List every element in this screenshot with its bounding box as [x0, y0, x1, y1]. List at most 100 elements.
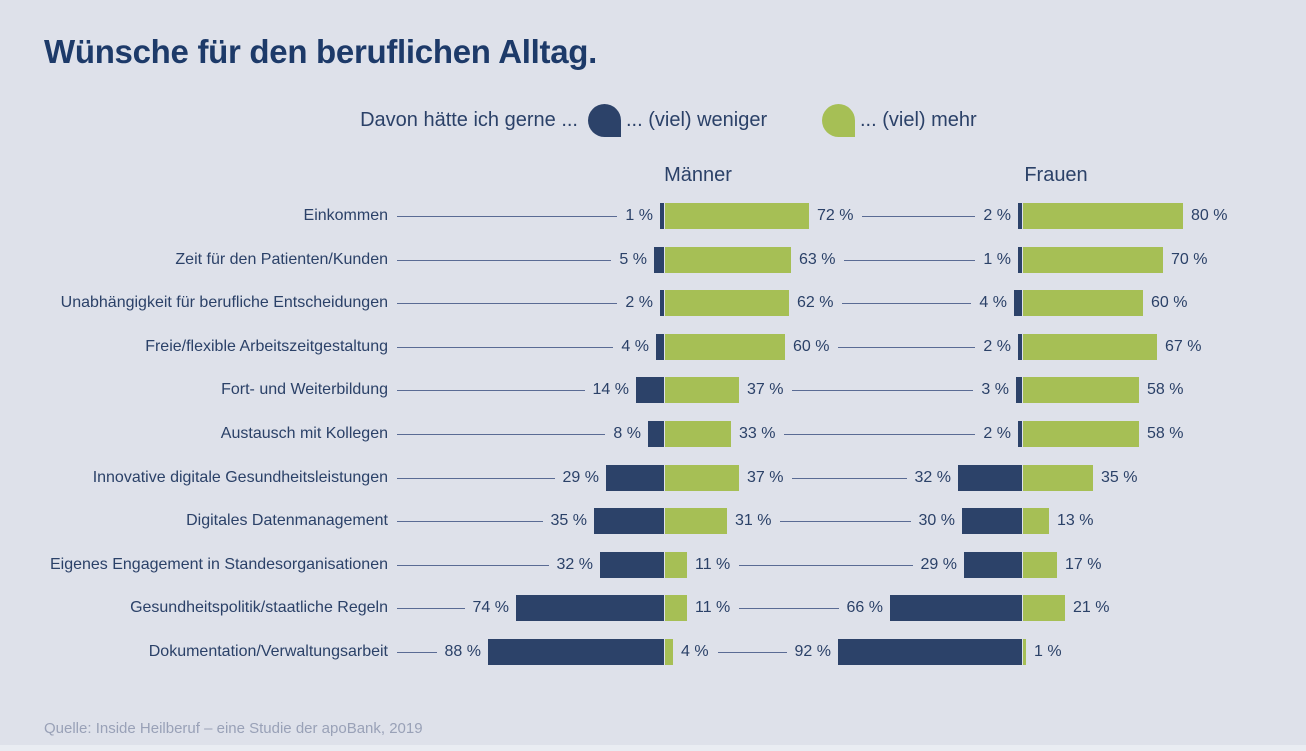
bar-more: [665, 421, 731, 447]
legend-less-drop-icon: [588, 104, 621, 137]
bar-less: [594, 508, 664, 534]
row-category-label: Freie/flexible Arbeitszeitgestaltung: [145, 338, 388, 355]
bar-less: [660, 203, 664, 229]
connector-line: [397, 347, 613, 348]
connector-line: [842, 303, 971, 304]
value-more-label: 72 %: [817, 207, 854, 224]
row-category-label: Unabhängigkeit für berufliche Entscheidu…: [60, 294, 388, 311]
value-more-label: 17 %: [1065, 556, 1102, 573]
value-less-label: 92 %: [794, 643, 831, 660]
bar-less: [890, 595, 1022, 621]
value-less-label: 1 %: [625, 207, 653, 224]
connector-line: [397, 478, 555, 479]
bar-less: [606, 465, 664, 491]
row-category-label: Eigenes Engagement in Standesorganisatio…: [49, 556, 388, 573]
connector-line: [862, 216, 975, 217]
value-less-label: 29 %: [562, 469, 599, 486]
bar-less: [660, 290, 664, 316]
value-more-label: 21 %: [1073, 599, 1110, 616]
value-less-label: 4 %: [979, 294, 1007, 311]
connector-line: [397, 521, 543, 522]
value-more-label: 1 %: [1034, 643, 1062, 660]
bar-more: [665, 465, 739, 491]
row-category-label: Einkommen: [303, 207, 388, 224]
bottom-strip: [0, 745, 1306, 751]
connector-line: [397, 434, 605, 435]
value-more-label: 37 %: [747, 469, 784, 486]
value-less-label: 4 %: [621, 338, 649, 355]
value-more-label: 33 %: [739, 425, 776, 442]
bar-less: [516, 595, 664, 621]
value-less-label: 14 %: [592, 381, 629, 398]
bar-less: [1018, 421, 1022, 447]
group-header-frauen: Frauen: [1024, 164, 1088, 186]
connector-line: [718, 652, 787, 653]
value-less-label: 1 %: [983, 251, 1011, 268]
value-less-label: 8 %: [613, 425, 641, 442]
connector-line: [838, 347, 975, 348]
bar-more: [1023, 334, 1157, 360]
value-less-label: 3 %: [981, 381, 1009, 398]
bar-more: [1023, 247, 1163, 273]
value-more-label: 60 %: [793, 338, 830, 355]
connector-line: [397, 565, 549, 566]
row-category-label: Zeit für den Patienten/Kunden: [175, 251, 388, 268]
bar-less: [838, 639, 1022, 665]
bar-more: [1023, 639, 1026, 665]
bar-more: [1023, 290, 1143, 316]
value-more-label: 63 %: [799, 251, 836, 268]
bar-more: [1023, 465, 1093, 491]
bar-less: [958, 465, 1022, 491]
bar-less: [1018, 247, 1022, 273]
bar-less: [1018, 203, 1022, 229]
value-less-label: 2 %: [983, 207, 1011, 224]
connector-line: [397, 390, 585, 391]
value-more-label: 11 %: [695, 599, 731, 616]
legend-more-drop-icon: [822, 104, 855, 137]
row-category-label: Austausch mit Kollegen: [220, 425, 388, 442]
legend-less-label: ... (viel) weniger: [626, 109, 768, 131]
value-more-label: 37 %: [747, 381, 784, 398]
value-more-label: 31 %: [735, 512, 772, 529]
row-category-label: Gesundheitspolitik/staatliche Regeln: [130, 599, 388, 616]
connector-line: [780, 521, 911, 522]
connector-line: [397, 260, 611, 261]
value-more-label: 11 %: [695, 556, 731, 573]
value-less-label: 66 %: [846, 599, 883, 616]
value-more-label: 60 %: [1151, 294, 1188, 311]
connector-line: [397, 303, 617, 304]
source-note: Quelle: Inside Heilberuf – eine Studie d…: [44, 720, 423, 737]
value-less-label: 32 %: [914, 469, 951, 486]
connector-line: [739, 565, 913, 566]
bar-less: [962, 508, 1022, 534]
bar-less: [636, 377, 664, 403]
bar-less: [654, 247, 664, 273]
legend-more-label: ... (viel) mehr: [860, 109, 977, 131]
connector-line: [792, 390, 973, 391]
bar-more: [1023, 508, 1049, 534]
row-category-label: Digitales Datenmanagement: [186, 512, 388, 529]
row-category-label: Innovative digitale Gesundheitsleistunge…: [92, 469, 388, 486]
bar-more: [1023, 595, 1065, 621]
value-less-label: 5 %: [619, 251, 647, 268]
bar-less: [488, 639, 664, 665]
value-more-label: 13 %: [1057, 512, 1094, 529]
value-more-label: 58 %: [1147, 425, 1184, 442]
connector-line: [792, 478, 907, 479]
value-more-label: 62 %: [797, 294, 834, 311]
bar-more: [665, 247, 791, 273]
row-category-label: Dokumentation/Verwaltungsarbeit: [148, 643, 388, 660]
bar-less: [964, 552, 1022, 578]
value-more-label: 35 %: [1101, 469, 1138, 486]
value-less-label: 30 %: [918, 512, 955, 529]
group-header-maenner: Männer: [664, 164, 732, 186]
value-more-label: 58 %: [1147, 381, 1184, 398]
bar-less: [1014, 290, 1022, 316]
page-title: Wünsche für den beruflichen Alltag.: [44, 33, 597, 70]
connector-line: [397, 652, 437, 653]
value-less-label: 2 %: [983, 425, 1011, 442]
bar-more: [665, 377, 739, 403]
value-more-label: 67 %: [1165, 338, 1202, 355]
bar-less: [1018, 334, 1022, 360]
bar-less: [656, 334, 664, 360]
